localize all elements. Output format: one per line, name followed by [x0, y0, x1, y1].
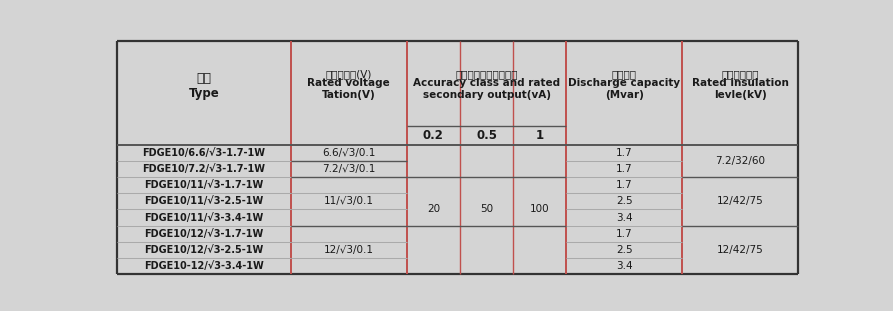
Text: 3.4: 3.4	[616, 212, 633, 223]
Text: 12/42/75: 12/42/75	[717, 197, 764, 207]
Text: 1.7: 1.7	[616, 180, 633, 190]
Text: 1: 1	[536, 129, 544, 142]
Text: secondary output(vA): secondary output(vA)	[422, 91, 551, 100]
Text: 11/√3/0.1: 11/√3/0.1	[324, 197, 374, 207]
Text: 100: 100	[530, 205, 550, 215]
Text: 1.7: 1.7	[616, 148, 633, 158]
Text: FDGE10/12/√3-2.5-1W: FDGE10/12/√3-2.5-1W	[145, 245, 263, 255]
Text: 2.5: 2.5	[616, 197, 633, 207]
Text: 50: 50	[480, 205, 493, 215]
Text: 7.2/32/60: 7.2/32/60	[715, 156, 765, 166]
Text: 20: 20	[427, 205, 440, 215]
Text: 1.7: 1.7	[616, 164, 633, 174]
Text: 型号: 型号	[196, 72, 212, 85]
Text: 额定绝缘水平: 额定绝缘水平	[722, 69, 759, 79]
Text: FDGE10/12/√3-1.7-1W: FDGE10/12/√3-1.7-1W	[145, 229, 263, 239]
Text: 1.7: 1.7	[616, 229, 633, 239]
Text: Discharge capacity: Discharge capacity	[568, 78, 680, 88]
Text: FDGE10/11/√3-3.4-1W: FDGE10/11/√3-3.4-1W	[145, 212, 263, 223]
Text: 额定电压比(V): 额定电压比(V)	[326, 69, 372, 79]
Text: Type: Type	[188, 86, 220, 100]
Text: FDGE10-12/√3-3.4-1W: FDGE10-12/√3-3.4-1W	[144, 261, 264, 271]
Text: Accuracy class and rated: Accuracy class and rated	[413, 78, 560, 88]
Text: 6.6/√3/0.1: 6.6/√3/0.1	[322, 148, 376, 158]
Text: 准确级及额定二次输出: 准确级及额定二次输出	[455, 69, 518, 79]
Text: 0.2: 0.2	[423, 129, 444, 142]
Text: 2.5: 2.5	[616, 245, 633, 255]
Text: 放电容量: 放电容量	[612, 69, 637, 79]
Text: FDGE10/6.6/√3-1.7-1W: FDGE10/6.6/√3-1.7-1W	[143, 148, 265, 158]
Text: Rated insulation: Rated insulation	[692, 78, 789, 88]
Text: levle(kV): levle(kV)	[714, 91, 766, 100]
Text: FDGE10/11/√3-1.7-1W: FDGE10/11/√3-1.7-1W	[145, 180, 263, 190]
Text: 12/42/75: 12/42/75	[717, 245, 764, 255]
Text: (Mvar): (Mvar)	[605, 91, 644, 100]
Text: FDGE10/11/√3-2.5-1W: FDGE10/11/√3-2.5-1W	[145, 197, 263, 207]
Text: 7.2/√3/0.1: 7.2/√3/0.1	[322, 164, 376, 174]
Text: 3.4: 3.4	[616, 261, 633, 271]
Text: FDGE10/7.2/√3-1.7-1W: FDGE10/7.2/√3-1.7-1W	[143, 164, 265, 174]
Text: 12/√3/0.1: 12/√3/0.1	[324, 245, 374, 255]
Text: Rated voltage: Rated voltage	[307, 78, 390, 88]
Text: Tation(V): Tation(V)	[322, 91, 376, 100]
Text: 0.5: 0.5	[476, 129, 497, 142]
